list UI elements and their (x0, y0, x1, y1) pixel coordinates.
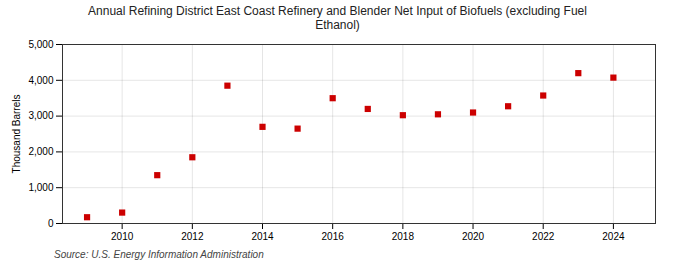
html-text:Annual Refining District East: Annual Refining District East Coast Refi… (88, 4, 587, 32)
svg-text:2,000: 2,000 (28, 146, 53, 157)
svg-text:2010: 2010 (111, 231, 134, 242)
svg-text:2024: 2024 (602, 231, 625, 242)
svg-text:1,000: 1,000 (28, 182, 53, 193)
svg-text:2016: 2016 (322, 231, 345, 242)
svg-text:0: 0 (48, 218, 54, 229)
svg-text:5,000: 5,000 (28, 39, 53, 50)
svg-text:2012: 2012 (181, 231, 204, 242)
svg-text:2014: 2014 (251, 231, 274, 242)
svg-text:Thousand Barrels: Thousand Barrels (11, 95, 22, 174)
svg-text:4,000: 4,000 (28, 75, 53, 86)
svg-text:2020: 2020 (462, 231, 485, 242)
svg-text:2022: 2022 (532, 231, 555, 242)
svg-text:3,000: 3,000 (28, 110, 53, 121)
svg-text:2018: 2018 (392, 231, 415, 242)
html-text:Source: U.S. Energy Informatio: Source: U.S. Energy Information Administ… (54, 249, 264, 260)
